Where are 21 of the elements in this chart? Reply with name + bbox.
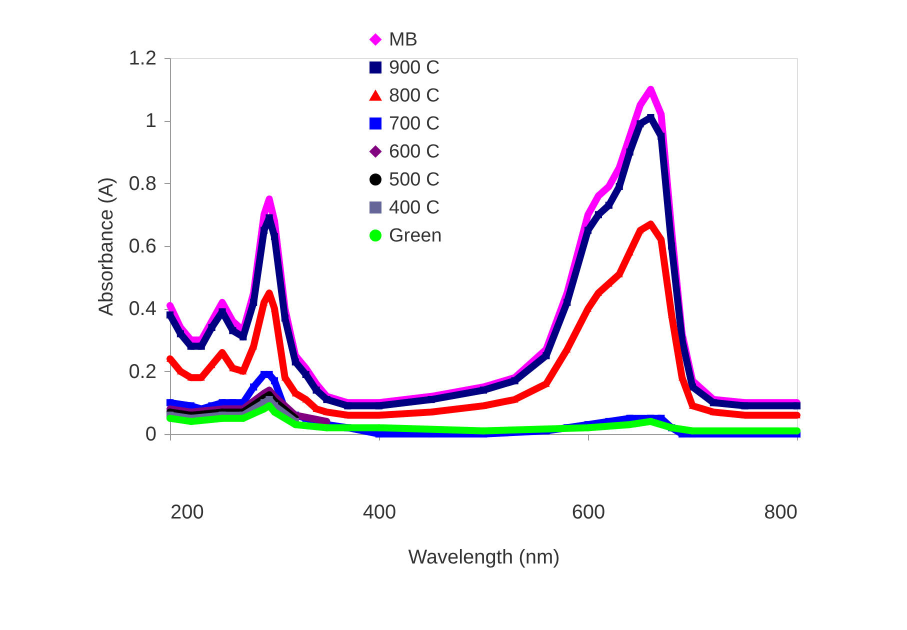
x-axis-title: Wavelength (nm) bbox=[408, 546, 560, 568]
legend-label: 900 C bbox=[389, 58, 440, 78]
legend-label: 600 C bbox=[389, 142, 440, 162]
legend-label: Green bbox=[389, 226, 442, 246]
y-tick-label: 0.2 bbox=[128, 360, 156, 383]
x-tick-label: 800 bbox=[764, 502, 798, 524]
y-tick-label: 0.4 bbox=[128, 298, 156, 320]
legend-label: 500 C bbox=[389, 170, 440, 190]
x-tick-label: 400 bbox=[362, 502, 396, 524]
legend-label: 800 C bbox=[389, 86, 440, 106]
y-tick-label: 1 bbox=[145, 110, 156, 132]
legend-label: MB bbox=[389, 30, 418, 50]
y-tick-label: 0 bbox=[145, 424, 156, 446]
legend-label: 700 C bbox=[389, 114, 440, 134]
x-tick-label: 200 bbox=[170, 502, 204, 524]
y-tick-label: 0.6 bbox=[128, 236, 156, 258]
y-tick-label: 0.8 bbox=[128, 172, 156, 195]
y-tick-label: 1.2 bbox=[128, 48, 156, 70]
x-tick-label: 600 bbox=[572, 502, 606, 524]
y-axis-title: Absorbance (A) bbox=[96, 177, 118, 316]
legend-label: 400 C bbox=[389, 198, 440, 218]
